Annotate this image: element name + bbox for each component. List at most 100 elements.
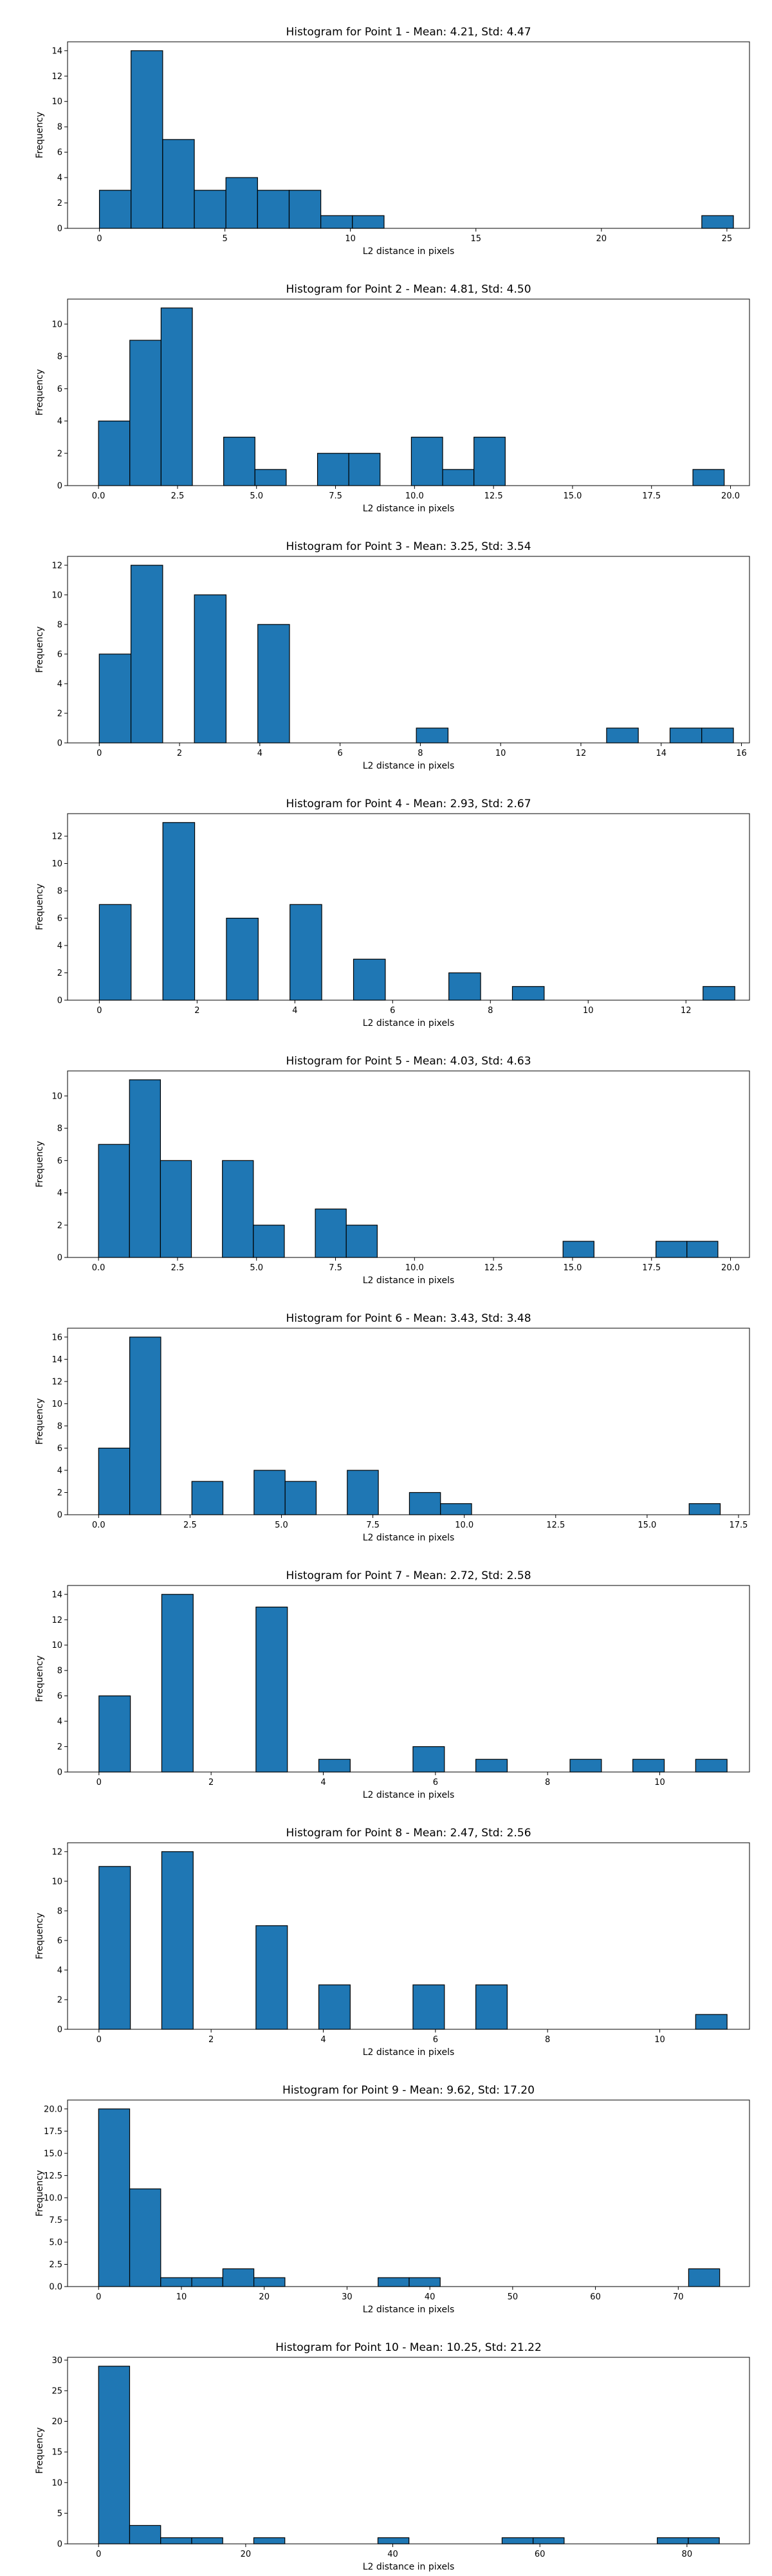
histogram-bar: [501, 2537, 534, 2544]
x-tick-label: 40: [387, 2550, 398, 2559]
y-tick-label: 6: [57, 1936, 62, 1946]
x-tick-label: 10: [176, 2292, 187, 2302]
x-tick-label: 50: [508, 2292, 519, 2302]
y-tick-label: 2: [57, 1221, 62, 1230]
histogram-bar: [257, 624, 290, 744]
y-tick-label: 14: [51, 1355, 62, 1365]
x-axis-label: L2 distance in pixels: [363, 2562, 455, 2572]
histogram-bar: [191, 1481, 224, 1515]
y-tick-label: 8: [57, 1906, 62, 1916]
y-tick-label: 6: [57, 650, 62, 659]
histogram-panel-6: Histogram for Point 6 - Mean: 3.43, Std:…: [35, 1312, 750, 1543]
histogram-bar: [703, 986, 735, 1001]
x-tick-label: 7.5: [366, 1521, 380, 1530]
y-tick-label: 6: [57, 1444, 62, 1454]
histogram-bar: [162, 139, 195, 229]
x-tick-label: 80: [682, 2550, 693, 2559]
y-tick-label: 30: [51, 2356, 62, 2366]
x-tick-label: 25: [722, 234, 733, 244]
y-tick-label: 15: [51, 2448, 62, 2458]
histogram-bar: [131, 50, 163, 229]
axes-frame: [67, 1328, 750, 1515]
x-tick-label: 6: [433, 1778, 438, 1787]
histogram-bar: [129, 1337, 161, 1515]
y-tick-label: 10: [51, 2478, 62, 2488]
histogram-bar: [318, 1984, 351, 2030]
histogram-panel-5: Histogram for Point 5 - Mean: 4.03, Std:…: [35, 1055, 750, 1286]
x-tick-label: 0: [96, 749, 102, 758]
histogram-bar: [98, 904, 132, 1001]
histogram-bar: [315, 1209, 347, 1258]
x-tick-label: 8: [545, 2035, 550, 2045]
x-tick-label: 10: [654, 1778, 665, 1787]
y-tick-label: 8: [57, 352, 62, 362]
histogram-panel-7: Histogram for Point 7 - Mean: 2.72, Std:…: [35, 1569, 750, 1800]
y-tick-label: 8: [57, 123, 62, 132]
x-tick-label: 12.5: [484, 1263, 503, 1273]
y-axis-label: Frequency: [35, 1141, 45, 1187]
histogram-bar: [412, 1984, 445, 2030]
y-tick-label: 4: [57, 1466, 62, 1475]
y-tick-label: 0: [57, 2540, 62, 2550]
y-tick-label: 10: [51, 1877, 62, 1886]
x-tick-label: 12.5: [484, 491, 503, 501]
axes-frame: [67, 1842, 750, 2030]
histogram-bar: [194, 190, 226, 229]
y-tick-label: 5: [57, 2509, 62, 2519]
x-tick-label: 6: [390, 1006, 395, 1016]
x-tick-label: 17.5: [642, 1263, 661, 1273]
x-tick-label: 5.0: [275, 1521, 288, 1530]
x-tick-label: 10: [654, 2035, 665, 2045]
x-axis-label: L2 distance in pixels: [363, 2305, 455, 2315]
histogram-bar: [98, 1866, 131, 2030]
x-tick-label: 40: [425, 2292, 436, 2302]
y-tick-label: 12: [51, 561, 62, 571]
x-tick-label: 2.5: [171, 491, 185, 501]
y-tick-label: 14: [51, 46, 62, 56]
x-tick-label: 2.5: [171, 1263, 185, 1273]
x-tick-label: 6: [337, 749, 342, 758]
chart-title: Histogram for Point 1 - Mean: 4.21, Std:…: [286, 26, 531, 39]
x-tick-label: 12: [681, 1006, 692, 1016]
x-tick-label: 15.0: [638, 1521, 656, 1530]
histogram-bar: [475, 1984, 508, 2030]
y-tick-label: 6: [57, 385, 62, 394]
y-tick-label: 17.5: [44, 2127, 62, 2137]
y-tick-label: 8: [57, 1124, 62, 1134]
y-tick-label: 0: [57, 996, 62, 1006]
histogram-panel-2: Histogram for Point 2 - Mean: 4.81, Std:…: [35, 283, 750, 514]
x-tick-label: 2: [208, 2035, 214, 2045]
y-tick-label: 0: [57, 224, 62, 234]
histogram-bar: [225, 177, 258, 229]
x-tick-label: 17.5: [729, 1521, 748, 1530]
x-tick-label: 0: [96, 1778, 102, 1787]
axes-frame: [67, 1070, 750, 1258]
histogram-bar: [688, 1503, 721, 1515]
histogram-bar: [162, 822, 196, 1001]
axes-frame: [67, 41, 750, 229]
x-tick-label: 10: [583, 1006, 594, 1016]
histogram-bar: [288, 190, 322, 229]
x-tick-label: 20.0: [721, 491, 740, 501]
y-axis-label: Frequency: [35, 626, 45, 673]
x-tick-label: 0.0: [92, 1521, 106, 1530]
chart-title: Histogram for Point 8 - Mean: 2.47, Std:…: [286, 1827, 531, 1840]
x-tick-label: 7.5: [329, 1263, 342, 1273]
y-axis-label: Frequency: [35, 1656, 45, 1702]
y-tick-label: 2: [57, 969, 62, 978]
y-tick-label: 10: [51, 590, 62, 600]
histogram-bar: [98, 1144, 130, 1258]
chart-title: Histogram for Point 10 - Mean: 10.25, St…: [275, 2341, 542, 2354]
y-tick-label: 15.0: [44, 2149, 62, 2159]
chart-title: Histogram for Point 6 - Mean: 3.43, Std:…: [286, 1312, 531, 1325]
y-tick-label: 14: [51, 1590, 62, 1600]
x-axis-label: L2 distance in pixels: [363, 1018, 455, 1028]
histogram-bar: [511, 986, 545, 1001]
x-tick-label: 2.5: [183, 1521, 197, 1530]
histogram-bar: [692, 469, 725, 486]
histogram-bar: [318, 1758, 351, 1773]
histogram-bar: [226, 917, 259, 1001]
histogram-bar: [160, 1160, 192, 1258]
x-axis-label: L2 distance in pixels: [363, 761, 455, 771]
axes-frame: [67, 298, 750, 486]
